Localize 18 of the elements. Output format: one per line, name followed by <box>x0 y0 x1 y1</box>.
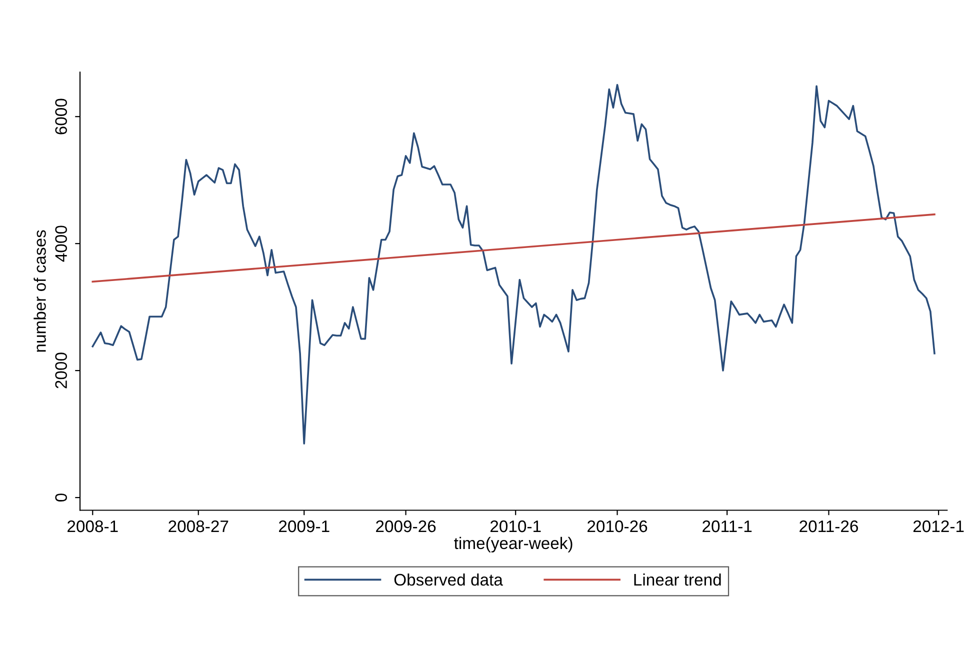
y-tick-label: 2000 <box>55 352 67 388</box>
y-tick-label: 0 <box>55 494 67 502</box>
legend-label: Observed data <box>394 573 503 586</box>
x-tick-label: 2009-26 <box>376 520 436 532</box>
x-tick-label: 2011-1 <box>702 520 752 532</box>
x-tick-label: 2010-26 <box>588 520 648 532</box>
x-tick-label: 2008-27 <box>168 520 228 532</box>
x-tick-label: 2010-1 <box>490 520 541 532</box>
x-tick-label: 2009-1 <box>279 520 330 532</box>
x-axis-title: time(year-week) <box>454 536 572 552</box>
y-tick-label: 4000 <box>55 226 67 262</box>
line-series <box>92 84 936 444</box>
x-tick-label: 2011-26 <box>800 520 858 532</box>
legend-label: Linear trend <box>634 573 721 586</box>
x-tick-label: 2008-1 <box>68 520 118 532</box>
y-tick-label: 6000 <box>55 98 67 134</box>
y-axis-title: number of cases <box>34 230 46 352</box>
x-tick-label: 2012-1 <box>913 520 964 532</box>
